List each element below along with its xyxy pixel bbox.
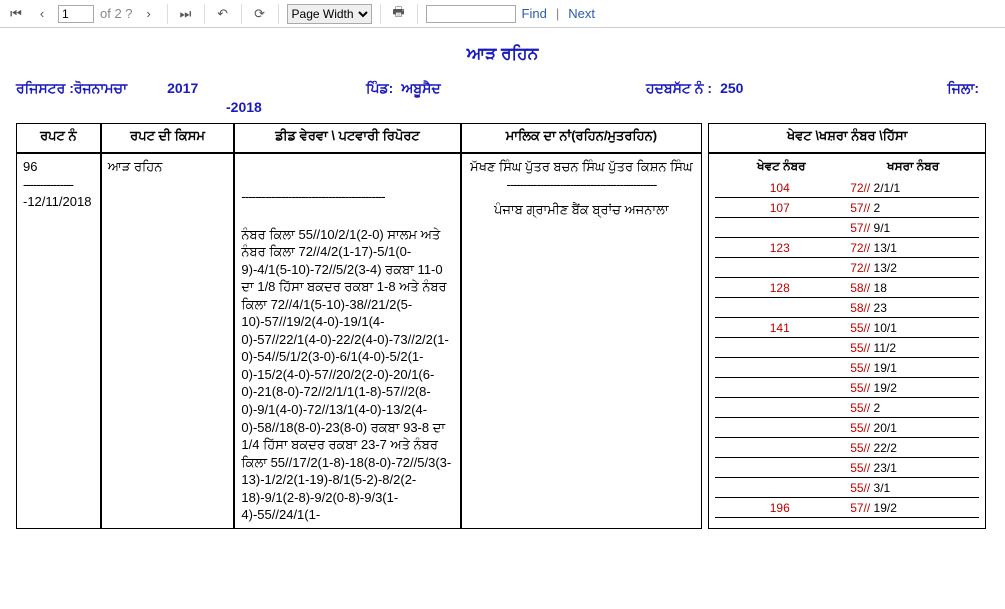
find-input[interactable] [426, 5, 516, 23]
prev-page-icon[interactable]: ‹ [32, 4, 52, 24]
rapat-no-dashes: --------------- [23, 176, 94, 194]
khewat-row: 14155// 10/1 [715, 318, 979, 338]
col-khewat: ਖੇਵਟ \ਖਸ਼ਰਾ ਨੰਬਰ \ਹਿੱਸਾ [708, 123, 986, 153]
register-year2: -2018 [226, 99, 989, 115]
col-deed: ਡੀਡ ਵੇਰਵਾ \ ਪਟਵਾਰੀ ਰਿਪੋਰਟ [234, 123, 460, 153]
find-next-button[interactable]: Next [568, 6, 595, 21]
pind-value: ਅਬੂਸੈਦ [401, 80, 440, 97]
khasra-no-value: 72// 13/1 [844, 240, 979, 256]
khasra-no-value: 72// 2/1/1 [844, 180, 979, 196]
khasra-no-value: 55// 23/1 [844, 460, 979, 476]
hadbast-value: 250 [720, 80, 743, 97]
cell-khewat: ਖੇਵਟ ਨੰਬਰ ਖਸਰਾ ਨੰਬਰ 10472// 2/1/110757//… [708, 153, 986, 529]
khasra-no-value: 55// 3/1 [844, 480, 979, 496]
khewat-no-value: 141 [715, 320, 844, 336]
khasra-no-value: 58// 18 [844, 280, 979, 296]
refresh-icon[interactable]: ⟳ [250, 4, 270, 24]
khasra-no-value: 55// 11/2 [844, 340, 979, 356]
table-row: 96 --------------- -12/11/2018 ਆੜ ਰਹਿਨ -… [16, 153, 986, 529]
khasra-no-value: 57// 19/2 [844, 500, 979, 516]
malik-line2: ਪੰਜਾਬ ਗ੍ਰਾਮੀਣ ਬੈਂਕ ਬ੍ਰਾਂਚ ਅਜਨਾਲਾ [468, 201, 696, 219]
deed-body-text: ਨੰਬਰ ਕਿਲਾ 55//10/2/1(2-0) ਸਾਲਮ ਅਤੇ ਨੰਬਰ … [241, 226, 453, 524]
khewat-row: 55// 23/1 [715, 458, 979, 478]
khewat-row: 10757// 2 [715, 198, 979, 218]
khasra-no-value: 58// 23 [844, 300, 979, 316]
khewat-row: 55// 22/2 [715, 438, 979, 458]
find-separator: | [556, 6, 559, 21]
khewat-no-value: 128 [715, 280, 844, 296]
khewat-row: 12372// 13/1 [715, 238, 979, 258]
cell-rapat-no: 96 --------------- -12/11/2018 [16, 153, 101, 529]
viewer-toolbar: ⏮ ‹ of 2 ? › ⏭ ↶ ⟳ Page Width 🖶 Find | N… [0, 0, 1005, 28]
khasra-no-value: 55// 19/2 [844, 380, 979, 396]
cell-rapat-kisam: ਆੜ ਰਹਿਨ [101, 153, 235, 529]
khewat-no-value: 107 [715, 200, 844, 216]
first-page-icon[interactable]: ⏮ [6, 4, 26, 24]
khewat-row: 55// 2 [715, 398, 979, 418]
col-rapat-kisam: ਰਪਟ ਦੀ ਕਿਸਮ [101, 123, 235, 153]
malik-line1: ਮੱਖਣ ਸਿੰਘ ਪੁੱਤਰ ਬਚਨ ਸਿੰਘ ਪੁੱਤਰ ਕਿਸ਼ਨ ਸਿੰ… [468, 158, 696, 176]
rapat-date-value: -12/11/2018 [23, 193, 94, 211]
khewat-no-value: 104 [715, 180, 844, 196]
khewat-row: 55// 11/2 [715, 338, 979, 358]
register-label: ਰਜਿਸਟਰ :ਰੋਜਨਾਮਚਾ [16, 80, 127, 97]
cell-deed: ----------------------------------------… [234, 153, 460, 529]
zila-label: ਜਿਲਾ: [947, 80, 979, 97]
find-button[interactable]: Find [522, 6, 547, 21]
khewat-row: 12858// 18 [715, 278, 979, 298]
zoom-select[interactable]: Page Width [287, 4, 372, 24]
page-of-label: of 2 ? [100, 6, 133, 21]
khewat-rows: 10472// 2/1/110757// 257// 9/112372// 13… [715, 178, 979, 518]
last-page-icon[interactable]: ⏭ [176, 4, 196, 24]
malik-dashes: ----------------------------------------… [468, 176, 696, 194]
khasra-no-value: 55// 20/1 [844, 420, 979, 436]
khasra-no-value: 72// 13/2 [844, 260, 979, 276]
khewat-subheader: ਖੇਵਟ ਨੰਬਰ ਖਸਰਾ ਨੰਬਰ [715, 158, 979, 174]
khewat-row: 72// 13/2 [715, 258, 979, 278]
deed-dashes: ----------------------------------------… [241, 188, 453, 206]
col-rapat-no: ਰਪਟ ਨੰ [16, 123, 101, 153]
print-icon[interactable]: 🖶 [389, 4, 409, 24]
khewat-row: 58// 23 [715, 298, 979, 318]
page-number-input[interactable] [58, 5, 94, 23]
khewat-row: 57// 9/1 [715, 218, 979, 238]
khewat-row: 55// 3/1 [715, 478, 979, 498]
khasra-no-value: 57// 2 [844, 200, 979, 216]
main-table: ਰਪਟ ਨੰ ਰਪਟ ਦੀ ਕਿਸਮ ਡੀਡ ਵੇਰਵਾ \ ਪਟਵਾਰੀ ਰਿ… [16, 123, 986, 529]
khewat-no-value: 196 [715, 500, 844, 516]
back-icon[interactable]: ↶ [213, 4, 233, 24]
khasra-no-value: 55// 22/2 [844, 440, 979, 456]
khewat-row: 55// 19/1 [715, 358, 979, 378]
khasra-no-label: ਖਸਰਾ ਨੰਬਰ [847, 158, 979, 174]
khewat-row: 55// 20/1 [715, 418, 979, 438]
pind-label: ਪਿੰਡ: [366, 80, 393, 97]
khasra-no-value: 57// 9/1 [844, 220, 979, 236]
khewat-no-label: ਖੇਵਟ ਨੰਬਰ [715, 158, 847, 174]
next-page-icon[interactable]: › [139, 4, 159, 24]
khasra-no-value: 55// 10/1 [844, 320, 979, 336]
khewat-row: 19657// 19/2 [715, 498, 979, 518]
khewat-row: 10472// 2/1/1 [715, 178, 979, 198]
document-body: ਆੜ ਰਹਿਨ ਰਜਿਸਟਰ :ਰੋਜਨਾਮਚਾ 2017 ਪਿੰਡ: ਅਬੂਸ… [0, 28, 1005, 529]
cell-malik: ਮੱਖਣ ਸਿੰਘ ਪੁੱਤਰ ਬਚਨ ਸਿੰਘ ਪੁੱਤਰ ਕਿਸ਼ਨ ਸਿੰ… [461, 153, 703, 529]
khasra-no-value: 55// 2 [844, 400, 979, 416]
khasra-no-value: 55// 19/1 [844, 360, 979, 376]
header-row: ਰਜਿਸਟਰ :ਰੋਜਨਾਮਚਾ 2017 ਪਿੰਡ: ਅਬੂਸੈਦ ਹਦਬਸੱ… [16, 80, 989, 97]
col-malik: ਮਾਲਿਕ ਦਾ ਨਾਂ(ਰਹਿਨ/ਮੁਤਰਹਿਨ) [461, 123, 703, 153]
register-year1: 2017 [167, 80, 198, 97]
table-header-row: ਰਪਟ ਨੰ ਰਪਟ ਦੀ ਕਿਸਮ ਡੀਡ ਵੇਰਵਾ \ ਪਟਵਾਰੀ ਰਿ… [16, 123, 986, 153]
rapat-no-value: 96 [23, 158, 94, 176]
khewat-no-value: 123 [715, 240, 844, 256]
khewat-row: 55// 19/2 [715, 378, 979, 398]
rapat-kisam-value: ਆੜ ਰਹਿਨ [108, 158, 228, 176]
hadbast-label: ਹਦਬਸੱਟ ਨੰ : [646, 80, 712, 97]
page-title: ਆੜ ਰਹਿਨ [16, 44, 989, 64]
